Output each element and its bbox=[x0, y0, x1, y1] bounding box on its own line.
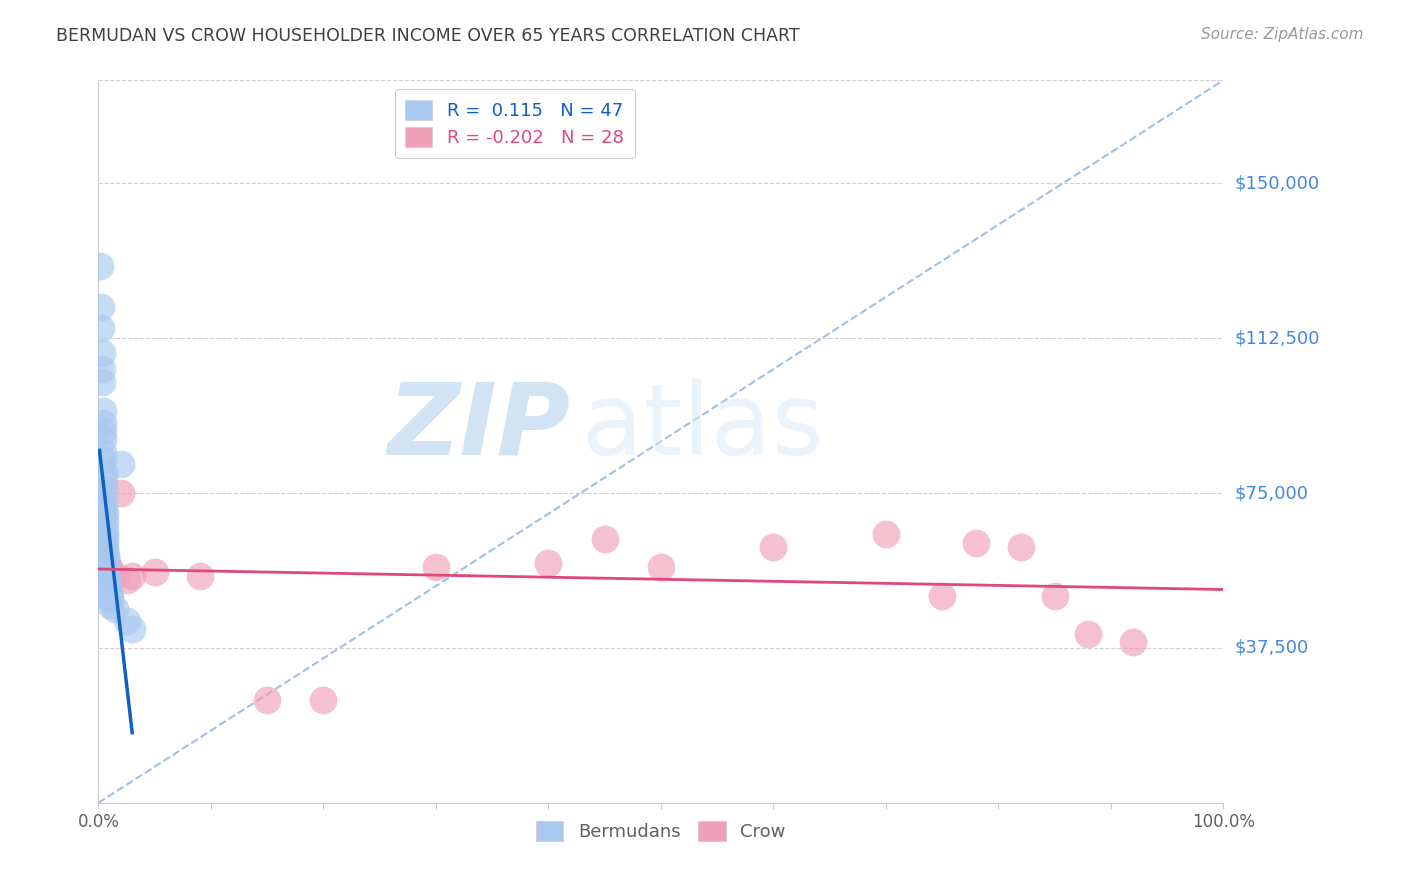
Point bbox=[1043, 590, 1066, 604]
Legend: Bermudans, Crow: Bermudans, Crow bbox=[529, 814, 793, 848]
Point bbox=[97, 590, 120, 604]
Text: atlas: atlas bbox=[582, 378, 824, 475]
Point bbox=[537, 557, 560, 571]
Point bbox=[96, 573, 118, 587]
Point bbox=[1122, 634, 1144, 648]
Point bbox=[90, 345, 112, 359]
Point bbox=[931, 590, 953, 604]
Point bbox=[762, 540, 785, 554]
Point bbox=[115, 614, 138, 628]
Point bbox=[89, 259, 111, 273]
Point bbox=[94, 527, 117, 541]
Point bbox=[94, 535, 117, 549]
Point bbox=[143, 565, 166, 579]
Point bbox=[97, 590, 120, 604]
Text: Source: ZipAtlas.com: Source: ZipAtlas.com bbox=[1201, 27, 1364, 42]
Point bbox=[93, 474, 115, 488]
Point bbox=[93, 482, 115, 496]
Point bbox=[110, 457, 132, 471]
Text: BERMUDAN VS CROW HOUSEHOLDER INCOME OVER 65 YEARS CORRELATION CHART: BERMUDAN VS CROW HOUSEHOLDER INCOME OVER… bbox=[56, 27, 800, 45]
Text: $37,500: $37,500 bbox=[1234, 639, 1309, 657]
Point bbox=[91, 453, 114, 467]
Point bbox=[93, 490, 115, 504]
Point bbox=[94, 507, 117, 521]
Point bbox=[1077, 626, 1099, 640]
Text: $150,000: $150,000 bbox=[1234, 175, 1319, 193]
Point bbox=[96, 557, 118, 571]
Point bbox=[98, 598, 121, 612]
Point bbox=[94, 515, 117, 529]
Point bbox=[91, 416, 114, 430]
Point bbox=[96, 581, 118, 595]
Text: $75,000: $75,000 bbox=[1234, 484, 1309, 502]
Point bbox=[91, 544, 114, 558]
Point bbox=[90, 362, 112, 376]
Point bbox=[94, 540, 117, 554]
Point bbox=[90, 535, 112, 549]
Point bbox=[104, 601, 127, 615]
Point bbox=[97, 560, 120, 574]
Point bbox=[97, 585, 120, 599]
Point bbox=[96, 565, 118, 579]
Text: ZIP: ZIP bbox=[388, 378, 571, 475]
Point bbox=[96, 577, 118, 591]
Point bbox=[90, 301, 112, 315]
Point bbox=[97, 585, 120, 599]
Point bbox=[94, 532, 117, 546]
Point bbox=[256, 692, 278, 706]
Point bbox=[188, 568, 211, 582]
Point bbox=[110, 486, 132, 500]
Point bbox=[875, 527, 897, 541]
Point bbox=[98, 565, 121, 579]
Point bbox=[94, 544, 117, 558]
Point bbox=[93, 499, 115, 513]
Point bbox=[965, 535, 987, 549]
Point bbox=[93, 540, 115, 554]
Point bbox=[91, 445, 114, 459]
Point bbox=[91, 403, 114, 417]
Point bbox=[96, 568, 118, 582]
Point bbox=[96, 548, 118, 562]
Point bbox=[104, 568, 127, 582]
Point bbox=[96, 560, 118, 574]
Point bbox=[1010, 540, 1032, 554]
Point bbox=[650, 560, 672, 574]
Point bbox=[96, 557, 118, 571]
Point bbox=[121, 623, 143, 637]
Point bbox=[312, 692, 335, 706]
Point bbox=[115, 573, 138, 587]
Point bbox=[94, 524, 117, 538]
Point bbox=[90, 375, 112, 389]
Point bbox=[91, 424, 114, 438]
Point bbox=[93, 466, 115, 480]
Point bbox=[98, 593, 121, 607]
Point bbox=[90, 321, 112, 335]
Point bbox=[96, 568, 118, 582]
Point bbox=[98, 590, 121, 604]
Point bbox=[593, 532, 616, 546]
Point bbox=[121, 568, 143, 582]
Point bbox=[93, 507, 115, 521]
Point bbox=[96, 552, 118, 566]
Point bbox=[91, 433, 114, 447]
Point bbox=[94, 548, 117, 562]
Point bbox=[96, 557, 118, 571]
Text: $112,500: $112,500 bbox=[1234, 329, 1320, 347]
Point bbox=[425, 560, 447, 574]
